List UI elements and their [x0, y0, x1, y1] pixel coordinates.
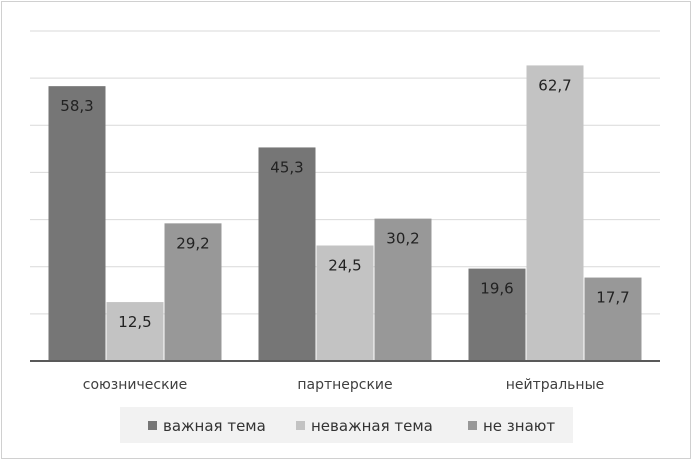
legend-swatch	[468, 421, 477, 430]
legend-label: важная тема	[163, 417, 266, 435]
category-labels: союзнические партнерские нейтральные	[83, 377, 605, 393]
bar	[258, 147, 316, 361]
bar	[374, 218, 432, 361]
data-label: 58,3	[60, 97, 93, 115]
bar	[526, 65, 584, 362]
legend-label: не знают	[483, 417, 555, 435]
bars	[48, 65, 642, 362]
legend-label: неважная тема	[311, 417, 433, 435]
data-label: 12,5	[118, 313, 151, 331]
data-label: 62,7	[538, 76, 571, 94]
data-label: 24,5	[328, 257, 361, 275]
bar	[584, 277, 642, 361]
category-label: нейтральные	[506, 377, 605, 393]
data-label: 19,6	[480, 280, 513, 298]
category-label: союзнические	[83, 377, 188, 393]
data-labels: 58,3 12,5 29,2 45,3 24,5 30,2 19,6 62,7 17,7	[60, 76, 629, 331]
category-label: партнерские	[297, 377, 392, 393]
data-label: 17,7	[596, 289, 629, 307]
bar	[316, 245, 374, 361]
legend-swatch	[296, 421, 305, 430]
bar	[468, 268, 526, 361]
legend-swatch	[148, 421, 157, 430]
data-label: 30,2	[386, 230, 419, 248]
data-label: 29,2	[176, 234, 209, 252]
legend-background	[120, 407, 573, 443]
bar	[48, 86, 106, 362]
legend: важная тема неважная тема не знают	[148, 417, 555, 435]
bar	[164, 223, 222, 361]
data-label: 45,3	[270, 158, 303, 176]
bar	[106, 302, 164, 361]
